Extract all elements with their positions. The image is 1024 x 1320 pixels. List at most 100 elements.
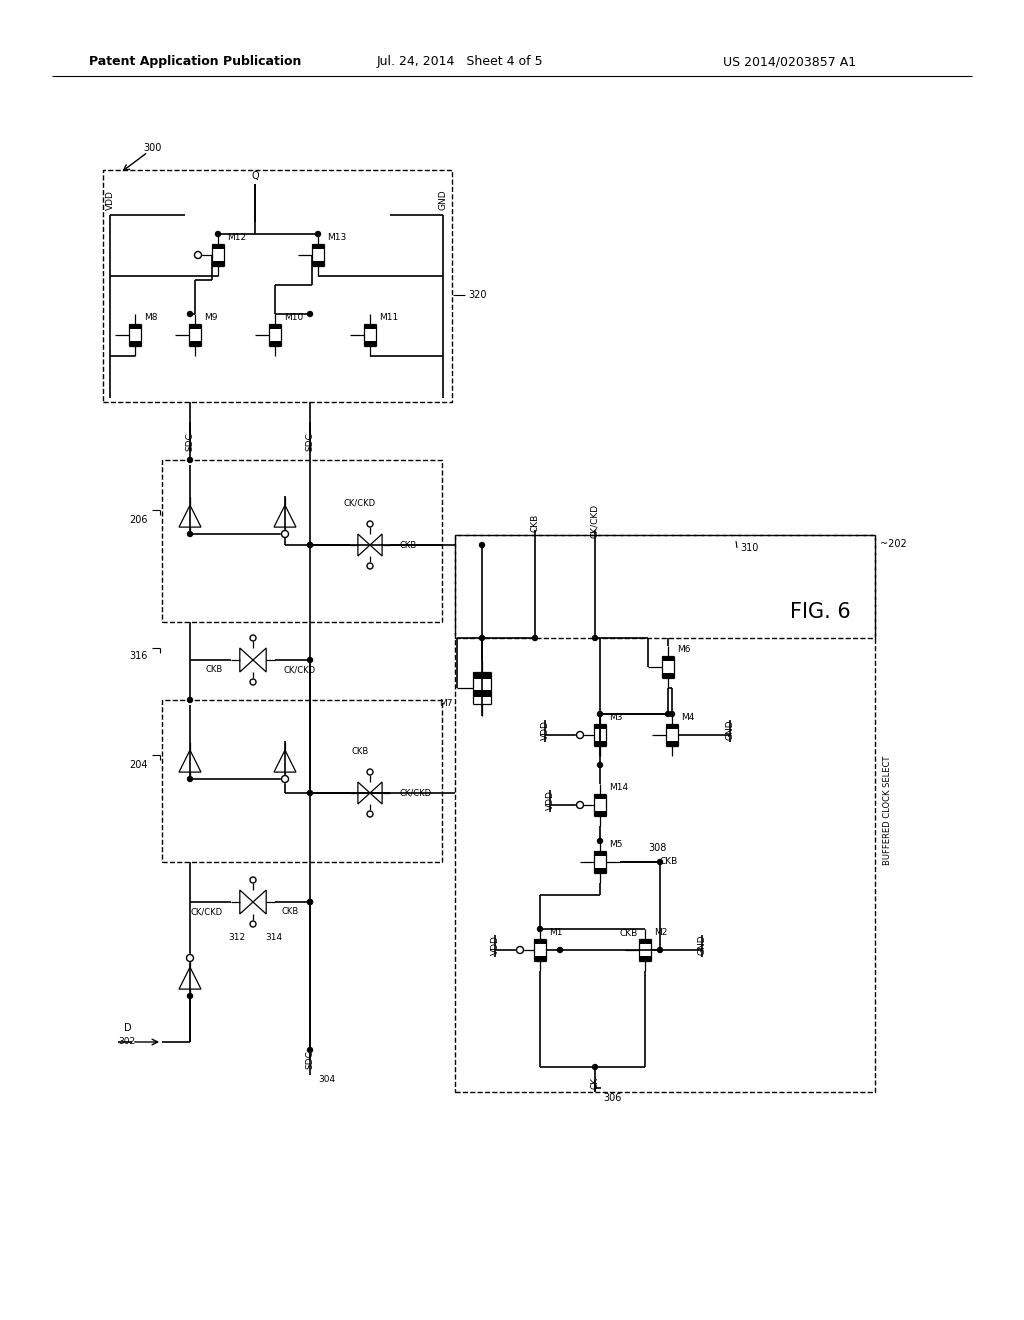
Circle shape <box>657 948 663 953</box>
Text: CK/CKD: CK/CKD <box>591 504 599 539</box>
Bar <box>364 323 376 329</box>
Bar <box>662 673 674 678</box>
Circle shape <box>532 635 538 640</box>
Circle shape <box>307 791 312 796</box>
Bar <box>594 810 606 816</box>
Text: CKB: CKB <box>620 929 638 939</box>
Text: 310: 310 <box>740 543 759 553</box>
Bar <box>269 341 281 346</box>
Bar <box>103 170 452 403</box>
Text: M6: M6 <box>677 645 690 653</box>
Text: VDD: VDD <box>541 721 550 741</box>
Circle shape <box>538 927 543 932</box>
Text: M4: M4 <box>681 713 694 722</box>
Text: CK/CKD: CK/CKD <box>344 499 376 507</box>
Text: M14: M14 <box>609 783 628 792</box>
Text: 316: 316 <box>130 651 148 661</box>
Text: CKB: CKB <box>530 513 540 532</box>
Bar <box>639 956 651 961</box>
Text: FIG. 6: FIG. 6 <box>790 602 850 622</box>
Text: Patent Application Publication: Patent Application Publication <box>89 55 301 69</box>
Circle shape <box>307 1048 312 1052</box>
Text: M5: M5 <box>609 840 623 849</box>
Bar <box>534 956 546 961</box>
Bar <box>212 244 224 249</box>
Text: CKB: CKB <box>660 858 678 866</box>
Circle shape <box>307 899 312 904</box>
Circle shape <box>593 1064 597 1069</box>
Text: VDD: VDD <box>490 935 500 954</box>
Text: VDD: VDD <box>105 190 115 210</box>
Text: 308: 308 <box>648 843 667 853</box>
Circle shape <box>187 312 193 317</box>
Bar <box>594 741 606 746</box>
Circle shape <box>367 521 373 527</box>
Bar <box>129 323 141 329</box>
Bar <box>162 700 442 862</box>
Circle shape <box>187 776 193 781</box>
Text: CKB: CKB <box>281 908 298 916</box>
Circle shape <box>307 543 312 548</box>
Text: M8: M8 <box>144 313 158 322</box>
Circle shape <box>597 711 602 717</box>
Bar <box>594 795 606 799</box>
Circle shape <box>577 801 584 808</box>
Text: Jul. 24, 2014   Sheet 4 of 5: Jul. 24, 2014 Sheet 4 of 5 <box>377 55 544 69</box>
Circle shape <box>250 635 256 642</box>
Bar <box>189 323 201 329</box>
Text: 320: 320 <box>468 290 486 300</box>
Bar <box>594 869 606 873</box>
Text: 204: 204 <box>129 760 148 770</box>
Circle shape <box>187 458 193 462</box>
Circle shape <box>657 859 663 865</box>
Text: CK/CKD: CK/CKD <box>283 665 315 675</box>
Circle shape <box>187 697 193 702</box>
Text: GND: GND <box>438 190 447 210</box>
Text: Q: Q <box>251 172 259 181</box>
Bar <box>666 741 678 746</box>
Text: BUFFERED CLOCK SELECT: BUFFERED CLOCK SELECT <box>884 755 893 865</box>
Circle shape <box>250 921 256 927</box>
Text: SDC: SDC <box>185 433 195 451</box>
Bar <box>666 723 678 729</box>
Circle shape <box>187 994 193 998</box>
Bar <box>212 261 224 267</box>
Text: CK/CKD: CK/CKD <box>400 788 432 797</box>
Text: M2: M2 <box>654 928 668 937</box>
Circle shape <box>250 678 256 685</box>
Text: US 2014/0203857 A1: US 2014/0203857 A1 <box>723 55 856 69</box>
Text: 206: 206 <box>129 515 148 525</box>
Text: 304: 304 <box>318 1076 335 1085</box>
Bar <box>594 723 606 729</box>
Text: ~202: ~202 <box>880 539 906 549</box>
Circle shape <box>307 543 312 548</box>
Circle shape <box>282 776 289 783</box>
Circle shape <box>597 763 602 767</box>
Circle shape <box>666 711 671 717</box>
Circle shape <box>250 876 256 883</box>
Bar <box>473 672 490 678</box>
Circle shape <box>367 770 373 775</box>
Circle shape <box>479 543 484 548</box>
Circle shape <box>187 532 193 536</box>
Bar <box>534 939 546 944</box>
Circle shape <box>670 711 675 717</box>
Text: M12: M12 <box>227 234 246 242</box>
Bar <box>162 459 442 622</box>
Text: M9: M9 <box>204 313 217 322</box>
Text: M3: M3 <box>609 713 623 722</box>
Circle shape <box>186 954 194 961</box>
Text: 314: 314 <box>265 933 283 942</box>
Text: SDC: SDC <box>305 1051 314 1069</box>
Text: GND: GND <box>725 719 734 741</box>
Text: CKB: CKB <box>206 665 223 675</box>
Circle shape <box>577 731 584 738</box>
Bar <box>639 939 651 944</box>
Text: CKB: CKB <box>400 540 417 549</box>
Bar <box>129 341 141 346</box>
Text: 300: 300 <box>142 143 161 153</box>
Text: M11: M11 <box>379 313 398 322</box>
Text: VDD: VDD <box>546 791 555 810</box>
Text: 312: 312 <box>228 933 245 942</box>
Text: CKB: CKB <box>351 747 369 755</box>
